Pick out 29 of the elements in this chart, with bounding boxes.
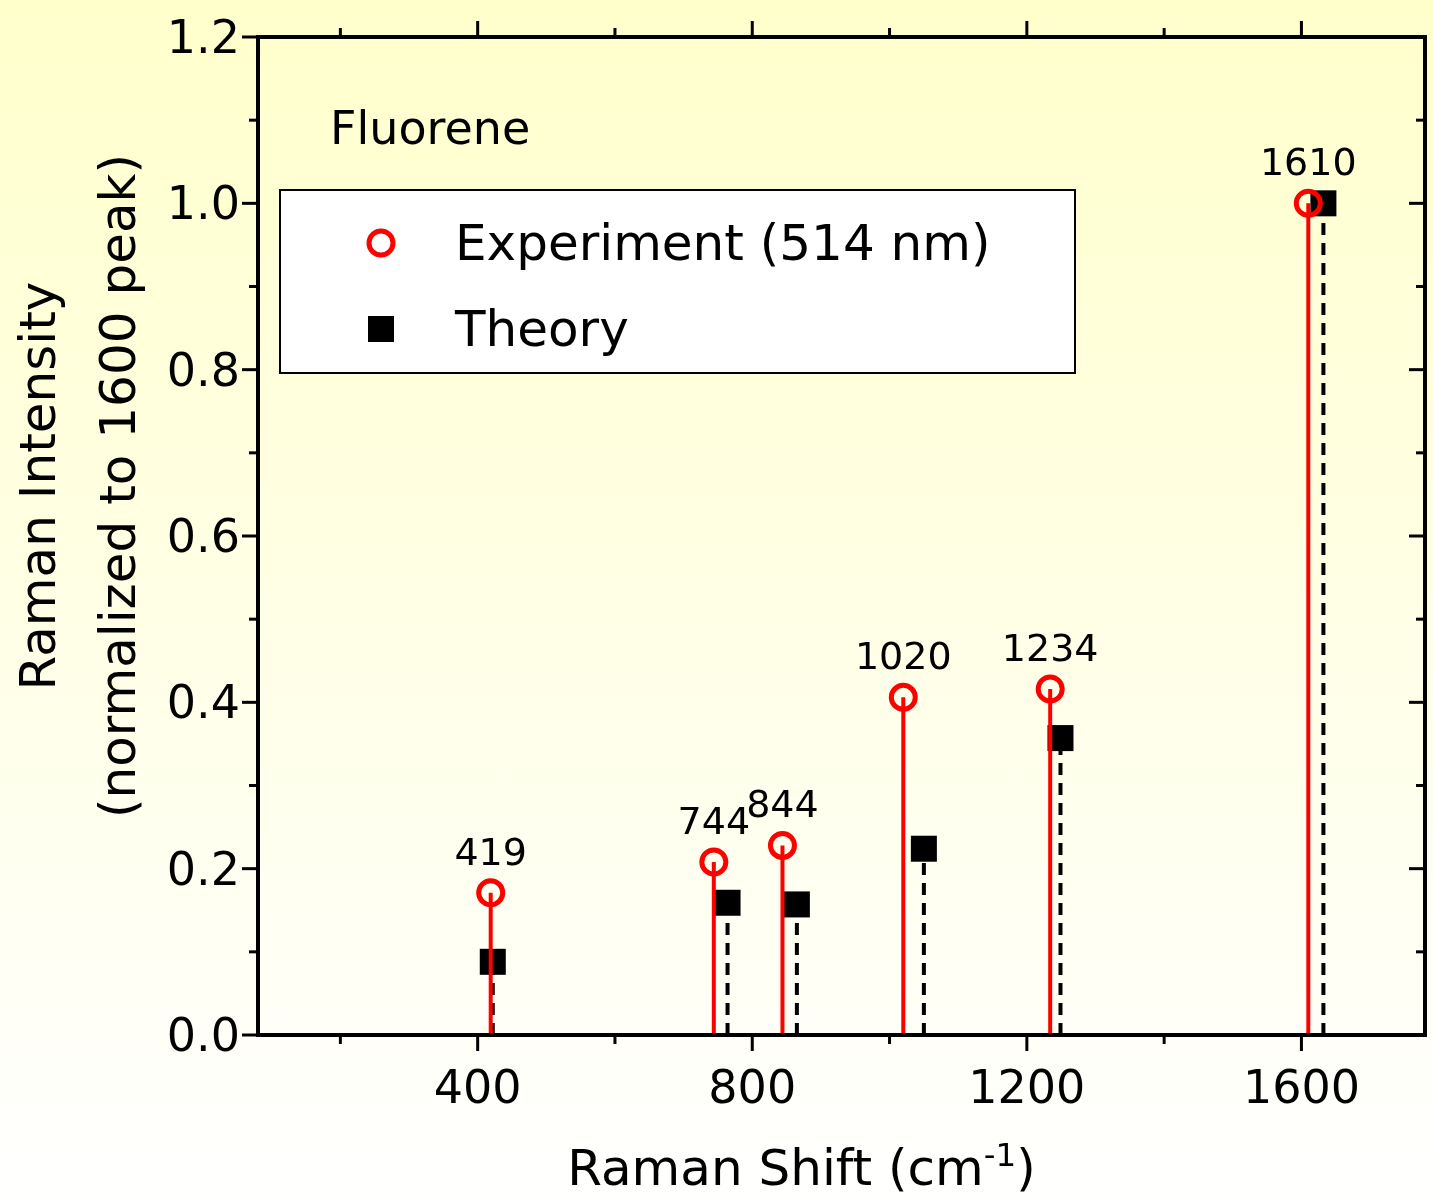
annotation: 1020 bbox=[854, 634, 952, 679]
point bbox=[888, 682, 918, 712]
point bbox=[783, 891, 810, 918]
point bbox=[910, 835, 937, 862]
x-tick-label: 1600 bbox=[1242, 1060, 1360, 1114]
y-tick-label: 1.0 bbox=[166, 176, 240, 231]
point bbox=[767, 830, 797, 860]
legend-label: Experiment (514 nm) bbox=[455, 214, 991, 272]
point bbox=[714, 889, 741, 916]
y-tick-label: 1.2 bbox=[166, 10, 240, 64]
point bbox=[1035, 674, 1065, 704]
y-axis-title: Raman Intensity (normalized to 1600 peak) bbox=[9, 153, 147, 819]
y-tick-label: 0.8 bbox=[166, 342, 240, 397]
y-tick-label: 0.4 bbox=[166, 675, 240, 730]
x-tick-label: 400 bbox=[433, 1060, 522, 1114]
annotation: 1234 bbox=[1001, 626, 1099, 671]
text: Fluorene bbox=[330, 101, 531, 155]
annotation: 1610 bbox=[1259, 140, 1357, 185]
legend-label: Theory bbox=[454, 300, 629, 358]
x-axis-title: Raman Shift (cm$^{-1}$) bbox=[567, 1136, 1036, 1195]
point bbox=[476, 878, 506, 908]
x-tick-label: 800 bbox=[708, 1060, 797, 1114]
y-tick-label: 0.2 bbox=[166, 841, 240, 896]
annotation: 419 bbox=[454, 829, 527, 874]
point bbox=[1293, 188, 1323, 218]
y-tick-label: 0.0 bbox=[166, 1008, 240, 1062]
point bbox=[699, 847, 729, 877]
x-tick-label: 1200 bbox=[968, 1060, 1086, 1114]
y-tick-label: 0.6 bbox=[166, 509, 240, 563]
